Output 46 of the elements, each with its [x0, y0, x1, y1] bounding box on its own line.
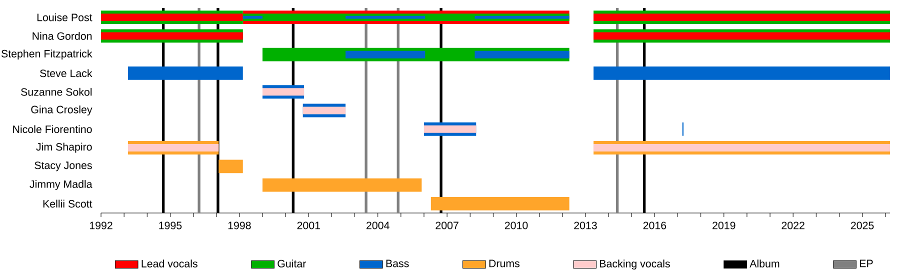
bar — [128, 66, 243, 80]
bar — [474, 16, 570, 19]
bar — [594, 32, 890, 40]
x-tick-label: 2007 — [436, 222, 458, 230]
x-tick-label: 1995 — [159, 222, 182, 230]
bar — [594, 66, 890, 80]
x-tick-label: 2016 — [643, 222, 666, 230]
y-tick-label: Nina Gordon — [32, 32, 92, 40]
bar — [101, 32, 243, 40]
legend-label: Backing vocals — [600, 260, 670, 270]
bar — [128, 144, 219, 152]
y-tick-label: Kellii Scott — [43, 200, 92, 208]
legend-label: Drums — [489, 260, 520, 268]
legend-label: EP — [860, 260, 873, 268]
x-tick-label: 2010 — [504, 222, 528, 230]
legend-label: Bass — [386, 260, 409, 268]
y-tick-label: Gina Crosley — [31, 106, 92, 116]
bar — [262, 88, 304, 96]
legend-label: Lead vocals — [142, 260, 198, 268]
y-tick-label: Stacy Jones — [34, 162, 92, 172]
x-tick-label: 2004 — [366, 222, 390, 230]
x-tick-label: 2013 — [574, 222, 597, 230]
y-tick-label: Nicole Fiorentino — [13, 125, 92, 134]
y-tick-label: Louise Post — [37, 13, 92, 22]
bar — [262, 178, 422, 192]
x-tick-label: 2025 — [850, 222, 874, 230]
x-tick-label: 2001 — [297, 222, 320, 230]
bar — [302, 106, 346, 114]
bar — [101, 14, 243, 22]
bar — [424, 125, 476, 133]
x-tick-label: 2022 — [782, 222, 804, 230]
x-tick-label: 2019 — [712, 222, 736, 230]
legend-label: Album — [750, 260, 780, 268]
bar — [594, 14, 890, 22]
y-tick-label: Stephen Fitzpatrick — [1, 50, 92, 60]
x-tick-label: 1992 — [90, 222, 112, 230]
y-tick-label: Jimmy Madla — [30, 180, 92, 190]
bar — [594, 144, 890, 152]
bar — [430, 196, 570, 210]
bar — [346, 50, 426, 58]
x-tick-label: 1998 — [228, 222, 251, 230]
y-tick-label: Steve Lack — [40, 69, 92, 78]
y-tick-label: Jim Shapiro — [36, 142, 92, 153]
y-tick-label: Suzanne Sokol — [21, 88, 92, 96]
bar — [218, 160, 243, 174]
legend-label: Guitar — [278, 260, 306, 268]
